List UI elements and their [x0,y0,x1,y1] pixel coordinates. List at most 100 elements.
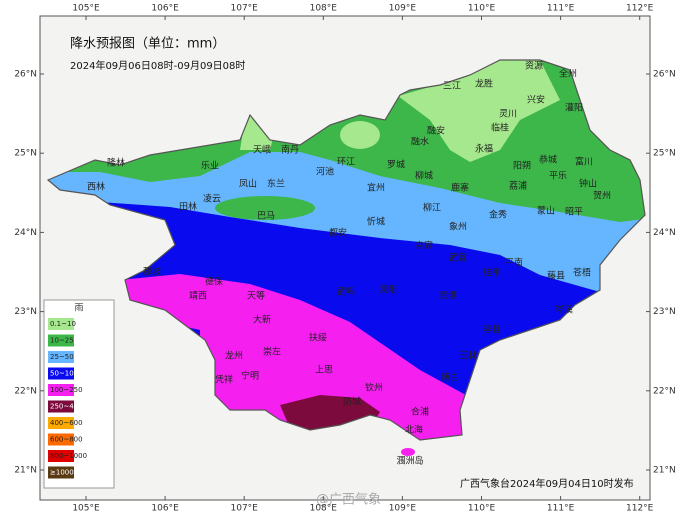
city-label: 融安 [427,125,445,137]
lat-tick-label: 25°N [14,149,37,159]
city-label: 凭祥 [215,374,233,386]
city-label: 临桂 [491,122,509,134]
footer: 广西气象台2024年09月04日10时发布 [460,477,634,490]
lat-tick-label: 24°N [653,228,676,238]
city-label: 昭平 [565,207,583,218]
lon-tick-label: 107°E [231,504,259,514]
city-label: 西林 [87,181,105,193]
lat-tick-label: 26°N [653,70,676,80]
city-label: 资源 [525,61,543,72]
legend-label: 25~50 [50,353,74,361]
city-label: 东兰 [267,178,285,190]
city-label: 天峨 [253,144,271,156]
lon-tick-label: 111°E [547,4,575,14]
city-label: 岑溪 [555,304,573,316]
legend-swatch [48,384,74,396]
city-label: 宾阳 [379,284,397,296]
city-label: 涠洲岛 [396,455,423,467]
legend-swatch [48,433,74,446]
legend-label: ≥1000 [50,469,74,477]
city-label: 钟山 [579,178,597,190]
city-label: 宁明 [241,370,259,382]
city-label: 柳江 [423,202,441,214]
city-label: 兴安 [527,94,545,106]
lon-tick-label: 105°E [72,504,100,514]
lon-tick-label: 105°E [72,4,100,14]
legend-swatch [48,400,74,413]
city-label: 大新 [253,314,271,326]
lon-tick-label: 106°E [151,4,179,14]
city-label: 龙州 [225,350,243,362]
city-label: 上思 [315,365,333,376]
city-label: 那坡 [143,266,161,278]
lat-tick-label: 23°N [653,307,676,317]
city-label: 罗城 [387,160,405,171]
lat-tick-label: 21°N [14,466,37,476]
city-label: 龙胜 [475,78,493,90]
lon-tick-label: 109°E [389,504,417,514]
lat-tick-label: 23°N [14,307,37,317]
legend-label: 0.1~10 [50,320,76,328]
legend-label: 50~100 [50,370,78,378]
lon-tick-label: 108°E [310,504,338,514]
city-label: 隆林 [107,157,125,169]
rain-area [340,121,380,149]
lon-tick-label: 108°E [310,4,338,14]
city-label: 宜州 [367,182,385,194]
lat-tick-label: 22°N [653,386,676,396]
city-label: 田林 [179,201,197,213]
city-label: 防城 [343,396,361,408]
city-label: 巴马 [257,211,275,222]
city-label: 扶绥 [309,332,327,344]
city-label: 凤山 [239,179,257,190]
lon-tick-label: 107°E [231,4,259,14]
city-label: 乐业 [201,160,219,172]
lon-tick-label: 110°E [468,504,496,514]
title: 降水预报图（单位：mm） [70,37,225,52]
lat-tick-label: 24°N [14,228,37,238]
city-label: 都安 [329,227,347,239]
city-label: 藤县 [547,270,565,282]
city-label: 富川 [575,156,593,168]
legend-swatch [48,417,74,429]
lon-tick-label: 109°E [389,4,417,14]
city-label: 天等 [247,290,265,302]
city-label: 南丹 [281,144,299,156]
city-label: 融水 [411,136,429,148]
legend-label: 800~1000 [50,452,87,460]
legend-label: 10~25 [50,337,74,345]
city-label: 河池 [316,166,334,178]
city-label: 三江 [443,81,461,92]
lon-tick-label: 110°E [468,4,496,14]
legend-swatch [48,318,74,330]
legend-label: 400~600 [50,419,83,427]
lat-tick-label: 22°N [14,386,37,396]
city-label: 荔浦 [509,180,527,192]
lon-tick-label: 111°E [547,504,575,514]
rain-area [215,196,315,220]
city-label: 德保 [205,276,223,288]
city-label: 忻城 [367,216,385,228]
legend-title: 雨 [74,303,83,314]
watermark: @广西气象 [316,492,381,508]
city-label: 全州 [559,68,577,80]
lat-tick-label: 25°N [653,149,676,159]
lon-tick-label: 112°E [626,4,654,14]
rain-area [240,112,275,150]
city-label: 桂平 [483,267,501,279]
lon-tick-label: 106°E [151,504,179,514]
city-label: 博白 [441,372,459,384]
city-label: 恭城 [539,155,557,166]
city-label: 象州 [449,221,467,233]
legend-label: 600~800 [50,436,83,444]
city-label: 靖西 [189,290,207,302]
city-label: 灌阳 [565,102,583,114]
city-label: 鹿寨 [451,182,469,194]
legend-swatch [48,466,74,479]
city-label: 金秀 [489,209,507,221]
legend-swatch [48,334,74,347]
lat-tick-label: 26°N [14,70,37,80]
city-label: 蒙山 [537,205,555,217]
city-label: 平南 [505,257,523,269]
